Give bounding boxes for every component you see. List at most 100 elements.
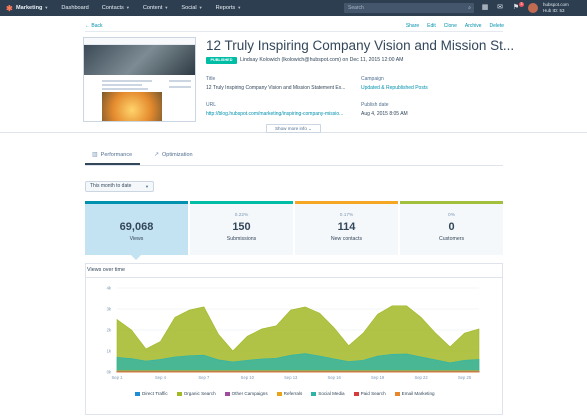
title-value: 12 Truly Inspiring Company Vision and Mi…	[206, 85, 346, 91]
chart-title: Views over time	[87, 267, 125, 273]
top-navigation: ✱ Marketing ▼ Dashboard Contacts ▼ Content…	[0, 0, 587, 16]
legend-item[interactable]: Paid Search	[353, 391, 386, 396]
delete-button[interactable]: Delete	[489, 23, 504, 29]
legend-item[interactable]: Email Marketing	[394, 391, 435, 396]
main-menu: Marketing ▼ Dashboard Contacts ▼ Content ▼ …	[16, 5, 254, 11]
tab-performance[interactable]: ▥ Performance	[92, 151, 133, 159]
legend-item[interactable]: Referrals	[276, 391, 303, 396]
preview-sidebar-line	[169, 86, 191, 88]
notification-badge: 3	[519, 2, 524, 7]
kpi-card-submissions[interactable]: 0.22% 150 Submissions	[190, 201, 293, 255]
archive-button[interactable]: Archive	[464, 23, 482, 29]
kpi-accent-bar	[400, 201, 503, 204]
notifications-icon[interactable]: ⚑	[512, 4, 520, 11]
chevron-down-icon: ▼	[125, 5, 130, 10]
tab-optimization[interactable]: ↗ Optimization	[154, 151, 193, 159]
page-title: 12 Truly Inspiring Company Vision and Mi…	[206, 38, 515, 53]
bar-chart-icon: ▥	[92, 152, 98, 158]
legend-label: Referrals	[283, 391, 303, 396]
menu-marketing[interactable]: Marketing ▼	[16, 5, 49, 11]
menu-dashboard[interactable]: Dashboard	[61, 5, 89, 11]
trend-icon: ↗	[154, 152, 160, 158]
legend-label: Direct Traffic	[142, 391, 168, 396]
x-tick-label: Sep 4	[155, 375, 167, 380]
legend-swatch	[394, 391, 400, 396]
menu-contacts[interactable]: Contacts ▼	[101, 5, 130, 11]
kpi-rate: 0%	[448, 213, 455, 218]
kpi-value: 114	[337, 221, 356, 233]
post-preview-thumbnail[interactable]	[83, 37, 196, 122]
kpi-card-views[interactable]: 69,068 Views	[85, 201, 188, 255]
title-label: Title	[206, 76, 216, 82]
y-tick-label: 2k	[107, 328, 112, 333]
views-over-time-chart[interactable]: 0k 1k 2k 3k 4k Sep 1 Sep 4 Sep 7 Sep 10 Sep 13 Sep…	[85, 278, 503, 388]
kpi-rate: 0.17%	[339, 213, 354, 218]
account-info[interactable]: hubspot.com Hub ID: 53	[543, 2, 569, 13]
search-input[interactable]: Search ⌕	[344, 3, 474, 13]
legend-swatch	[224, 391, 230, 396]
search-icon: ⌕	[468, 5, 471, 11]
chart-legend: Direct Traffic Organic Search Other Campai…	[135, 391, 444, 396]
chevron-down-icon: ▼	[237, 5, 242, 10]
legend-swatch	[176, 391, 182, 396]
hub-id: Hub ID: 53	[543, 7, 565, 13]
avatar[interactable]	[528, 3, 538, 13]
legend-label: Email Marketing	[401, 391, 435, 396]
preview-text-line	[102, 88, 148, 90]
y-tick-label: 4k	[107, 286, 112, 291]
clone-button[interactable]: Clone	[443, 23, 457, 29]
share-button[interactable]: Share	[405, 23, 420, 29]
chevron-down-icon: ▼	[145, 184, 149, 189]
sprocket-logo-icon[interactable]: ✱	[6, 3, 13, 13]
chevron-down-icon: ⌄	[308, 126, 313, 131]
x-tick-label: Sep 25	[458, 375, 472, 380]
date-range-select[interactable]: This month to date ▼	[85, 181, 154, 192]
academy-icon[interactable]: ✉	[497, 4, 503, 11]
kpi-label: New contacts	[330, 236, 363, 242]
kpi-value: 69,068	[119, 221, 154, 233]
back-link[interactable]: ← Back	[85, 23, 103, 29]
kpi-card-new-contacts[interactable]: 0.17% 114 New contacts	[295, 201, 398, 255]
campaign-link[interactable]: Updated & Republished Posts	[361, 85, 428, 91]
x-tick-label: Sep 19	[371, 375, 385, 380]
legend-item[interactable]: Organic Search	[176, 391, 216, 396]
menu-content[interactable]: Content ▼	[142, 5, 169, 11]
kpi-rate: 0.22%	[234, 213, 249, 218]
campaign-label: Campaign	[361, 76, 384, 82]
header-divider	[85, 31, 503, 32]
legend-swatch	[353, 391, 359, 396]
account-name: hubspot.com	[543, 2, 569, 7]
calendar-icon[interactable]: ▦	[481, 4, 489, 11]
kpi-label: Views	[129, 236, 144, 242]
legend-item[interactable]: Social Media	[311, 391, 345, 396]
edit-button[interactable]: Edit	[427, 23, 436, 29]
legend-swatch	[276, 391, 282, 396]
active-tab-indicator	[85, 163, 140, 165]
preview-sidebar-line	[169, 80, 191, 82]
legend-label: Other Campaigns	[231, 391, 268, 396]
x-tick-label: Sep 22	[414, 375, 428, 380]
legend-item[interactable]: Other Campaigns	[224, 391, 268, 396]
url-label: URL	[206, 102, 217, 108]
x-tick-label: Sep 13	[284, 375, 298, 380]
x-tick-label: Sep 1	[112, 375, 124, 380]
kpi-value: 0	[448, 221, 455, 233]
publish-date-value: Aug 4, 2015 8:05 AM	[361, 111, 408, 117]
url-link[interactable]: http://blog.hubspot.com/marketing/inspir…	[206, 111, 344, 117]
kpi-accent-bar	[295, 201, 398, 204]
kpi-card-customers[interactable]: 0% 0 Customers	[400, 201, 503, 255]
menu-social[interactable]: Social ▼	[181, 5, 203, 11]
legend-label: Paid Search	[360, 391, 386, 396]
show-more-button[interactable]: Show more info ⌄	[266, 124, 321, 133]
preview-text-line	[102, 80, 152, 82]
x-tick-label: Sep 10	[241, 375, 255, 380]
kpi-label: Customers	[438, 236, 465, 242]
active-kpi-pointer	[131, 255, 141, 260]
legend-item[interactable]: Direct Traffic	[135, 391, 168, 396]
menu-reports[interactable]: Reports ▼	[215, 5, 242, 11]
legend-swatch	[135, 391, 140, 396]
legend-label: Social Media	[318, 391, 345, 396]
kpi-accent-bar	[85, 201, 188, 204]
action-links: Share Edit Clone Archive Delete	[398, 23, 504, 29]
kpi-accent-bar	[190, 201, 293, 204]
